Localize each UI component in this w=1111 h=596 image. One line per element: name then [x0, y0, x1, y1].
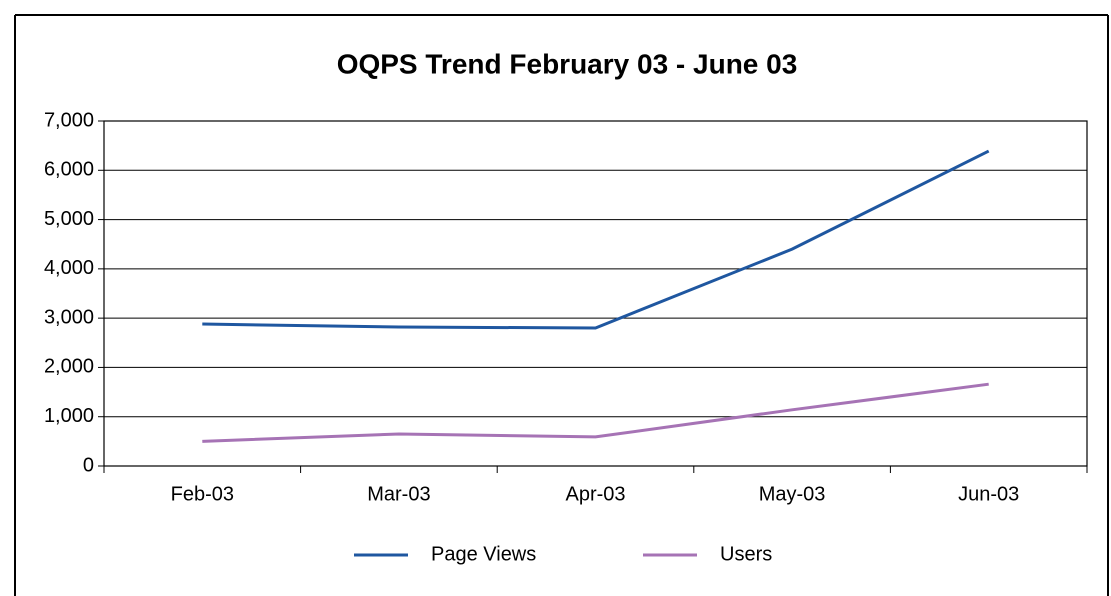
x-tick-label: Jun-03 [958, 483, 1019, 505]
x-tick-label: Mar-03 [367, 483, 430, 505]
legend-label: Page Views [431, 543, 536, 565]
chart-title: OQPS Trend February 03 - June 03 [337, 48, 798, 79]
y-tick-label: 6,000 [44, 159, 94, 181]
legend-label: Users [720, 543, 772, 565]
y-tick-label: 3,000 [44, 306, 94, 328]
y-tick-label: 1,000 [44, 405, 94, 427]
y-tick-label: 4,000 [44, 257, 94, 279]
series-line [202, 382, 989, 443]
x-tick-label: Feb-03 [171, 483, 234, 505]
x-tick-label: May-03 [759, 483, 826, 505]
y-tick-label: 2,000 [44, 356, 94, 378]
y-tick-label: 0 [83, 454, 94, 476]
series-line [202, 149, 990, 330]
y-tick-label: 5,000 [44, 208, 94, 230]
y-tick-label: 7,000 [44, 109, 94, 131]
plot-area [103, 120, 1088, 467]
x-tick-label: Apr-03 [565, 483, 625, 505]
